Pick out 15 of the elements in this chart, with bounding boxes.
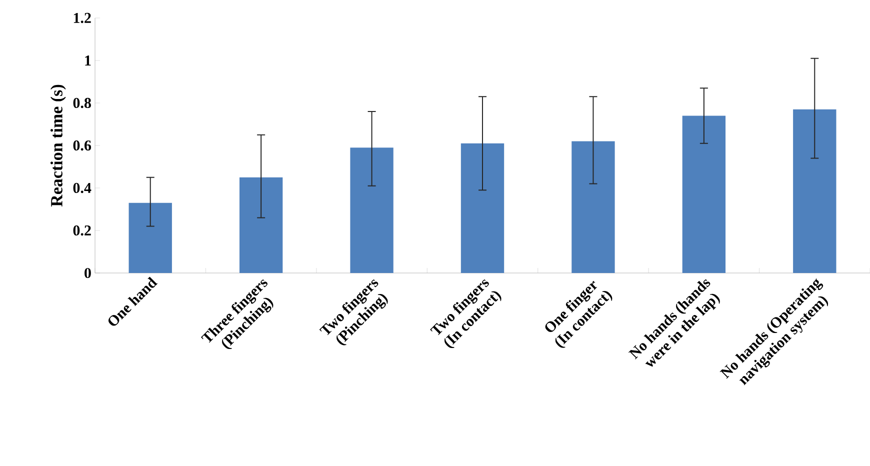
y-tick-label: 1.2 (74, 12, 91, 24)
y-tick-label: 0.4 (73, 182, 92, 194)
bar (793, 109, 836, 273)
y-tick-label: 0.8 (73, 98, 91, 108)
bar (682, 116, 726, 273)
y-tick-label: 1 (85, 56, 91, 66)
bar (460, 143, 504, 273)
bar (572, 141, 615, 273)
y-tick-label: 0.2 (73, 225, 91, 236)
y-axis-title: Reaction time (s) (50, 84, 66, 207)
y-tick-label: 0.6 (73, 140, 92, 151)
bar (128, 202, 172, 273)
bar (350, 148, 394, 273)
y-tick-label: 0 (84, 268, 91, 278)
bar (239, 177, 283, 273)
